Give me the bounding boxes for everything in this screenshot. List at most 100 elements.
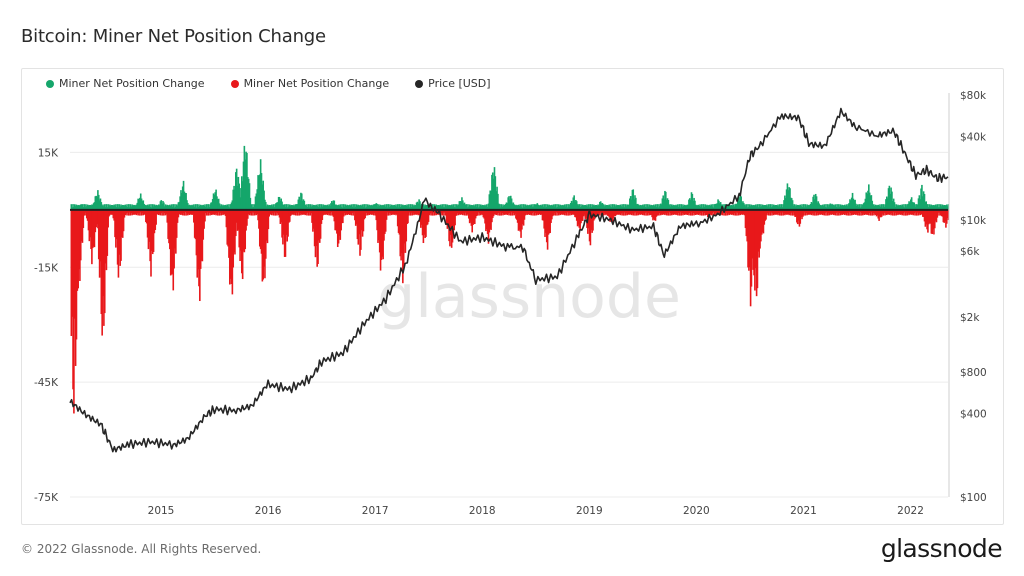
negative-bar	[204, 209, 206, 222]
negative-bar	[603, 209, 605, 214]
positive-bar	[320, 204, 323, 210]
positive-bar	[192, 205, 194, 210]
x-tick-label: 2019	[576, 505, 603, 517]
positive-bar	[479, 204, 482, 210]
negative-bar	[195, 209, 198, 256]
negative-bar	[175, 209, 178, 238]
negative-bar	[456, 209, 459, 214]
positive-bar	[542, 206, 545, 210]
negative-bar	[868, 209, 871, 214]
negative-bar	[303, 209, 306, 215]
negative-bar	[226, 209, 229, 245]
positive-bar	[484, 204, 486, 210]
legend-item-positive[interactable]: Miner Net Position Change	[46, 77, 205, 90]
negative-bar	[503, 209, 505, 214]
negative-bar	[677, 209, 680, 213]
negative-bar	[599, 209, 602, 213]
positive-bar	[829, 203, 832, 210]
negative-bar	[665, 209, 668, 216]
negative-bar	[496, 209, 498, 214]
negative-bar	[341, 209, 343, 224]
negative-bar	[651, 209, 653, 218]
positive-bar	[486, 206, 489, 210]
positive-bar	[850, 200, 852, 210]
positive-bar	[715, 203, 718, 210]
negative-bar	[885, 209, 887, 214]
legend-item-negative[interactable]: Miner Net Position Change	[230, 77, 389, 90]
positive-bar	[173, 207, 175, 210]
negative-bar	[673, 209, 676, 215]
negative-bar	[565, 209, 568, 216]
positive-bar	[284, 207, 287, 210]
positive-bar	[402, 205, 405, 210]
positive-bar	[856, 204, 859, 210]
positive-bar	[242, 161, 245, 210]
negative-bar	[139, 209, 142, 213]
positive-bar	[502, 204, 504, 210]
positive-bar	[305, 206, 307, 210]
negative-bar	[368, 209, 371, 216]
positive-bar	[90, 205, 92, 210]
positive-bar	[415, 202, 418, 210]
positive-bar	[483, 205, 486, 210]
positive-bar	[497, 193, 499, 210]
positive-bar	[426, 205, 428, 210]
positive-bar	[553, 206, 556, 210]
positive-bar	[626, 204, 629, 210]
positive-bar	[848, 202, 850, 210]
negative-bar	[301, 209, 304, 215]
negative-bar	[574, 209, 576, 218]
negative-bar	[821, 209, 824, 216]
negative-bar	[407, 209, 409, 224]
positive-bar	[214, 192, 217, 210]
positive-bar	[450, 205, 452, 210]
negative-bar	[729, 209, 731, 215]
positive-bar	[517, 204, 520, 210]
negative-bar	[384, 209, 386, 234]
negative-bar	[89, 209, 91, 238]
negative-bar	[807, 209, 809, 214]
negative-bar	[154, 209, 157, 230]
y-right-tick-label: $80k	[960, 90, 987, 102]
negative-bar	[615, 209, 617, 216]
positive-bar	[826, 207, 828, 210]
negative-bar	[766, 209, 769, 214]
positive-bar	[184, 192, 187, 210]
positive-bar	[549, 205, 551, 210]
positive-bar	[249, 197, 252, 210]
negative-bar	[862, 209, 865, 214]
positive-bar	[304, 204, 306, 210]
positive-bar	[815, 196, 818, 210]
positive-bar	[755, 206, 758, 210]
positive-bar	[79, 205, 81, 210]
positive-bar	[338, 206, 341, 210]
positive-bar	[283, 204, 286, 210]
negative-bar	[751, 209, 754, 259]
negative-bar	[683, 209, 686, 215]
negative-bar	[280, 209, 282, 223]
positive-bar	[750, 204, 753, 210]
positive-bar	[648, 204, 651, 210]
positive-bar	[120, 204, 122, 210]
positive-bar	[126, 204, 128, 210]
positive-bar	[551, 204, 553, 210]
brand-logo[interactable]: glassnode	[880, 534, 1003, 563]
negative-bar	[509, 209, 511, 213]
positive-bar	[132, 205, 134, 210]
negative-bar	[111, 209, 114, 215]
positive-bar	[548, 204, 551, 210]
negative-bar	[507, 209, 509, 214]
negative-bar	[380, 209, 383, 261]
negative-bar	[418, 209, 420, 215]
positive-bar	[309, 204, 312, 210]
negative-bar	[524, 209, 527, 216]
positive-bar	[419, 201, 421, 210]
negative-bar	[790, 209, 792, 216]
negative-bar	[316, 209, 318, 267]
legend-item-price[interactable]: Price [USD]	[415, 77, 491, 90]
positive-bar	[871, 200, 874, 210]
negative-bar	[532, 209, 534, 216]
positive-bar	[784, 198, 787, 210]
negative-bar	[467, 209, 470, 219]
positive-bar	[93, 202, 96, 210]
